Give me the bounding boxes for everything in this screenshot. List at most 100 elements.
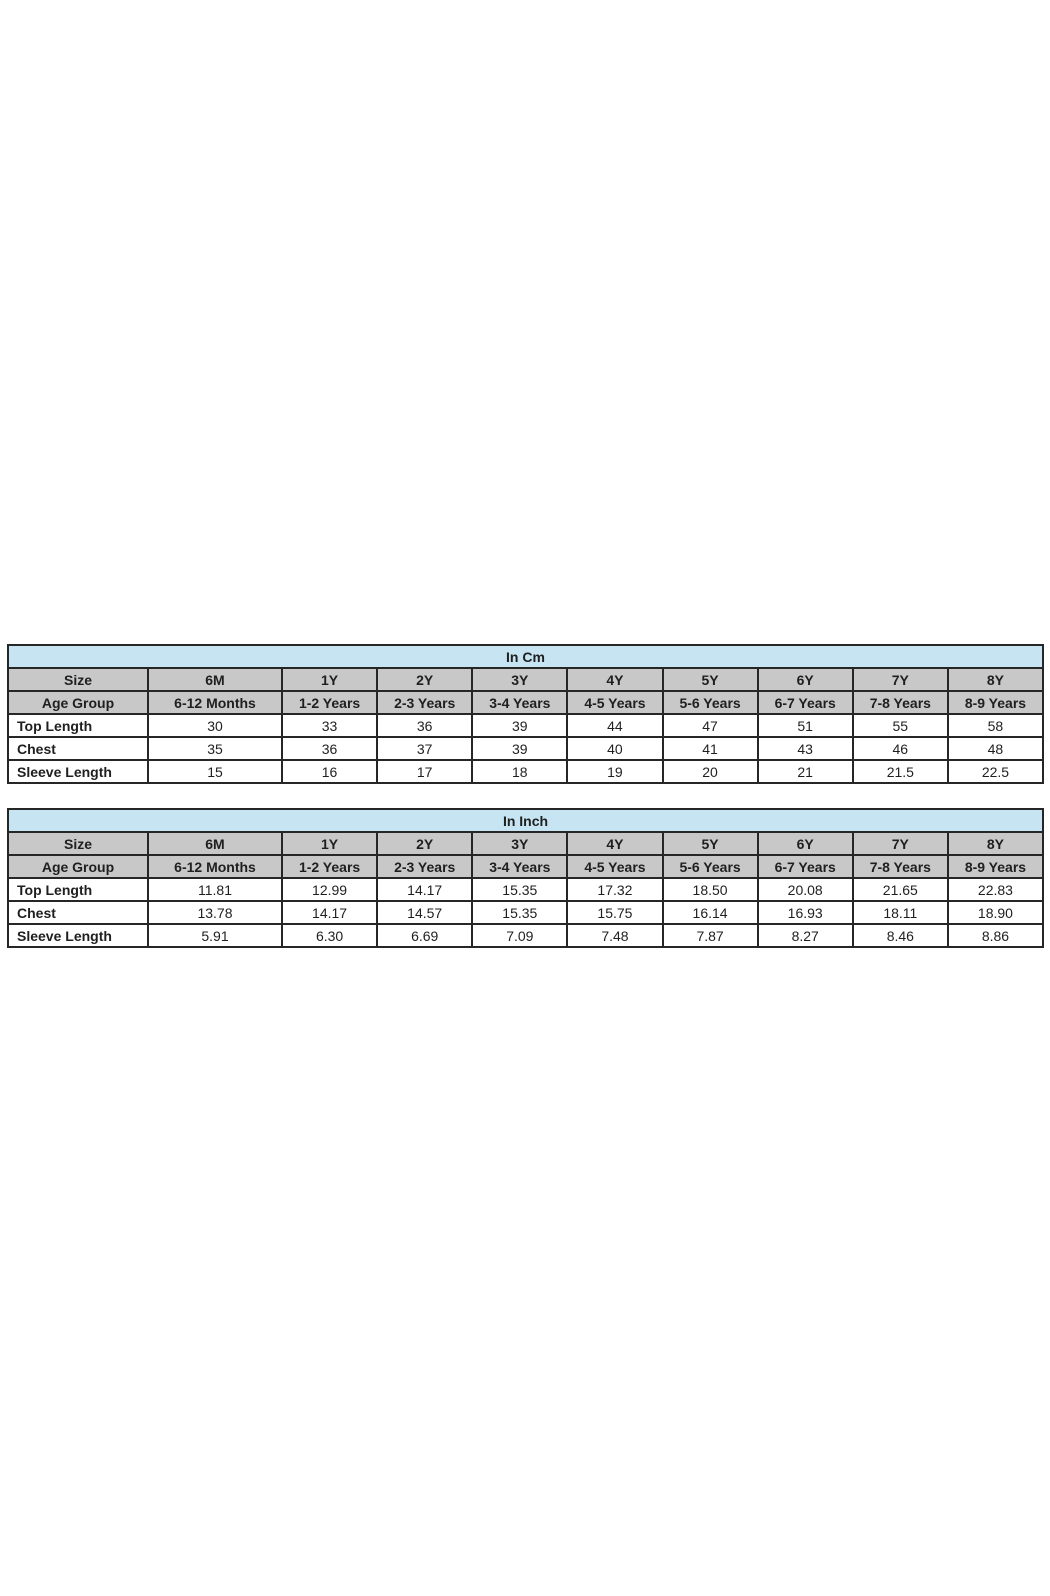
measurement-value: 39: [471, 713, 569, 738]
age-group-cell: 2-3 Years: [376, 854, 474, 879]
row-label: Chest: [7, 900, 149, 925]
measurement-value: 8.27: [756, 923, 854, 948]
cm-size-table: In Cm Size 6M 1Y 2Y 3Y 4Y 5Y 6Y 7Y 8Y Age Group 6-12…: [7, 644, 1045, 784]
age-group-cell: 8-9 Years: [946, 690, 1045, 715]
size-column-header: 2Y: [376, 831, 474, 856]
measurement-value: 16: [280, 759, 379, 784]
age-group-cell: 3-4 Years: [471, 690, 569, 715]
row-label: Chest: [7, 736, 149, 761]
measurement-value: 46: [851, 736, 949, 761]
size-column-header: 4Y: [566, 831, 664, 856]
size-column-header: 7Y: [851, 831, 949, 856]
age-group-cell: 5-6 Years: [661, 690, 759, 715]
measurement-value: 47: [661, 713, 759, 738]
measurement-value: 18.11: [851, 900, 949, 925]
age-group-cell: 3-4 Years: [471, 854, 569, 879]
measurement-value: 14.57: [376, 900, 474, 925]
measurement-value: 36: [376, 713, 474, 738]
measurement-value: 18.50: [661, 877, 759, 902]
size-column-header: 6Y: [756, 667, 854, 692]
measurement-value: 20.08: [756, 877, 854, 902]
measurement-value: 6.69: [376, 923, 474, 948]
measurement-value: 30: [147, 713, 283, 738]
measurement-value: 51: [756, 713, 854, 738]
measurement-value: 20: [661, 759, 759, 784]
measurement-value: 18: [471, 759, 569, 784]
age-group-label: Age Group: [7, 854, 149, 879]
measurement-value: 37: [376, 736, 474, 761]
age-group-cell: 2-3 Years: [376, 690, 474, 715]
measurement-value: 16.93: [756, 900, 854, 925]
measurement-value: 48: [946, 736, 1045, 761]
measurement-value: 6.30: [280, 923, 379, 948]
age-group-cell: 4-5 Years: [566, 854, 664, 879]
row-label: Top Length: [7, 713, 149, 738]
measurement-value: 22.5: [946, 759, 1045, 784]
measurement-value: 5.91: [147, 923, 283, 948]
measurement-value: 15.35: [471, 900, 569, 925]
size-column-header: 1Y: [280, 831, 379, 856]
measurement-value: 17.32: [566, 877, 664, 902]
measurement-value: 55: [851, 713, 949, 738]
age-group-cell: 6-12 Months: [147, 854, 283, 879]
age-group-cell: 6-7 Years: [756, 854, 854, 879]
measurement-value: 8.86: [946, 923, 1045, 948]
size-column-header: 6M: [147, 667, 283, 692]
measurement-value: 15.75: [566, 900, 664, 925]
age-group-row: Age Group 6-12 Months 1-2 Years 2-3 Years 3-…: [7, 690, 1045, 715]
measurement-value: 43: [756, 736, 854, 761]
age-group-cell: 7-8 Years: [851, 690, 949, 715]
measurement-value: 21: [756, 759, 854, 784]
measurement-value: 44: [566, 713, 664, 738]
measurement-value: 13.78: [147, 900, 283, 925]
size-column-header: 1Y: [280, 667, 379, 692]
age-group-cell: 4-5 Years: [566, 690, 664, 715]
measurement-row: Chest 35 36 37 39 40 41 43 46 48: [7, 736, 1045, 761]
measurement-value: 33: [280, 713, 379, 738]
age-group-label: Age Group: [7, 690, 149, 715]
size-column-header: 8Y: [946, 667, 1045, 692]
row-label: Sleeve Length: [7, 923, 149, 948]
measurement-value: 36: [280, 736, 379, 761]
size-column-header: 2Y: [376, 667, 474, 692]
measurement-value: 7.87: [661, 923, 759, 948]
measurement-value: 14.17: [376, 877, 474, 902]
measurement-row: Sleeve Length 15 16 17 18 19 20 21 21.5 22.5: [7, 759, 1045, 784]
size-column-header: 4Y: [566, 667, 664, 692]
table-title-row: In Inch: [7, 808, 1044, 833]
size-header-label: Size: [7, 831, 149, 856]
measurement-value: 19: [566, 759, 664, 784]
age-group-cell: 5-6 Years: [661, 854, 759, 879]
age-group-cell: 1-2 Years: [280, 690, 379, 715]
size-header-label: Size: [7, 667, 149, 692]
measurement-row: Top Length 30 33 36 39 44 47 51 55 58: [7, 713, 1045, 738]
table-title-row: In Cm: [7, 644, 1044, 669]
age-group-cell: 6-12 Months: [147, 690, 283, 715]
size-header-row: Size 6M 1Y 2Y 3Y 4Y 5Y 6Y 7Y 8Y: [7, 831, 1045, 856]
measurement-row: Top Length 11.81 12.99 14.17 15.35 17.32 18.50…: [7, 877, 1045, 902]
measurement-value: 58: [946, 713, 1045, 738]
size-column-header: 7Y: [851, 667, 949, 692]
size-column-header: 6Y: [756, 831, 854, 856]
measurement-value: 21.65: [851, 877, 949, 902]
measurement-value: 8.46: [851, 923, 949, 948]
measurement-value: 7.09: [471, 923, 569, 948]
measurement-value: 7.48: [566, 923, 664, 948]
cm-table-section: In Cm Size 6M 1Y 2Y 3Y 4Y 5Y 6Y 7Y 8Y Age Group 6-12…: [7, 644, 1045, 784]
measurement-value: 39: [471, 736, 569, 761]
table-title: In Inch: [7, 808, 1044, 833]
measurement-row: Sleeve Length 5.91 6.30 6.69 7.09 7.48 7.87 8.2…: [7, 923, 1045, 948]
size-column-header: 3Y: [471, 831, 569, 856]
size-column-header: 8Y: [946, 831, 1045, 856]
measurement-value: 18.90: [946, 900, 1045, 925]
age-group-cell: 6-7 Years: [756, 690, 854, 715]
size-column-header: 5Y: [661, 831, 759, 856]
measurement-value: 15.35: [471, 877, 569, 902]
inch-table-section: In Inch Size 6M 1Y 2Y 3Y 4Y 5Y 6Y 7Y 8Y Age Group 6-…: [7, 808, 1045, 948]
measurement-value: 12.99: [280, 877, 379, 902]
measurement-value: 11.81: [147, 877, 283, 902]
inch-size-table: In Inch Size 6M 1Y 2Y 3Y 4Y 5Y 6Y 7Y 8Y Age Group 6-…: [7, 808, 1045, 948]
measurement-row: Chest 13.78 14.17 14.57 15.35 15.75 16.14 16.93…: [7, 900, 1045, 925]
table-title: In Cm: [7, 644, 1044, 669]
measurement-value: 40: [566, 736, 664, 761]
